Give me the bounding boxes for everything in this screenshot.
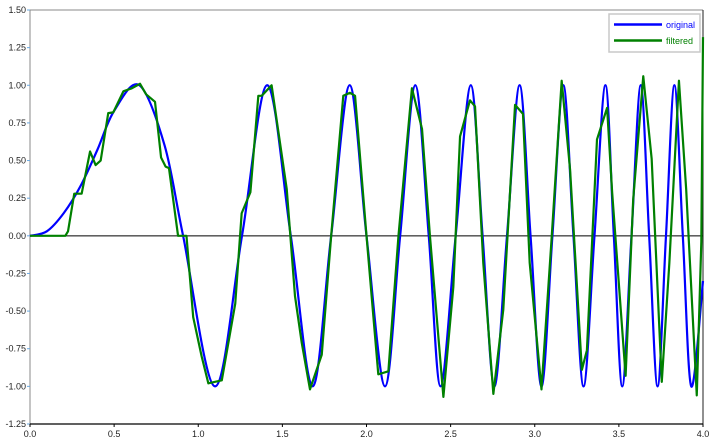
x-tick-label: 3.5 [613, 429, 626, 439]
y-tick-label: 1.50 [8, 5, 26, 15]
legend-label-filtered: filtered [666, 36, 693, 46]
y-tick-label: -0.75 [5, 344, 26, 354]
x-tick-label: 1.0 [192, 429, 205, 439]
y-tick-label: 0.00 [8, 231, 26, 241]
x-tick-label: 0.5 [108, 429, 121, 439]
x-tick-label: 0.0 [24, 429, 37, 439]
axes: 1.50 1.25 1.00 0.75 0.50 0.25 0.00 -0.25 -0.50 -0… [5, 5, 709, 439]
x-tick-label: 4.0 [697, 429, 710, 439]
series-line-original [29, 83, 705, 388]
y-tick-label: -0.25 [5, 268, 26, 278]
y-tick-label: 0.25 [8, 193, 26, 203]
legend-label-original: original [666, 20, 695, 30]
series-line-filtered [30, 37, 705, 398]
legend: original filtered [608, 13, 701, 53]
x-tick-label: 3.0 [528, 429, 541, 439]
x-tick-label: 2.5 [444, 429, 457, 439]
y-tick-label: 0.50 [8, 156, 26, 166]
y-tick-label: -1.25 [5, 419, 26, 429]
x-tick-label: 2.0 [360, 429, 373, 439]
plot-area [29, 37, 705, 398]
y-tick-label: 1.00 [8, 80, 26, 90]
y-tick-label: -1.00 [5, 381, 26, 391]
x-tick-label: 1.5 [276, 429, 289, 439]
y-tick-label: -0.50 [5, 306, 26, 316]
legend-box [608, 13, 701, 53]
y-tick-label: 1.25 [8, 43, 26, 53]
y-tick-label: 0.75 [8, 118, 26, 128]
